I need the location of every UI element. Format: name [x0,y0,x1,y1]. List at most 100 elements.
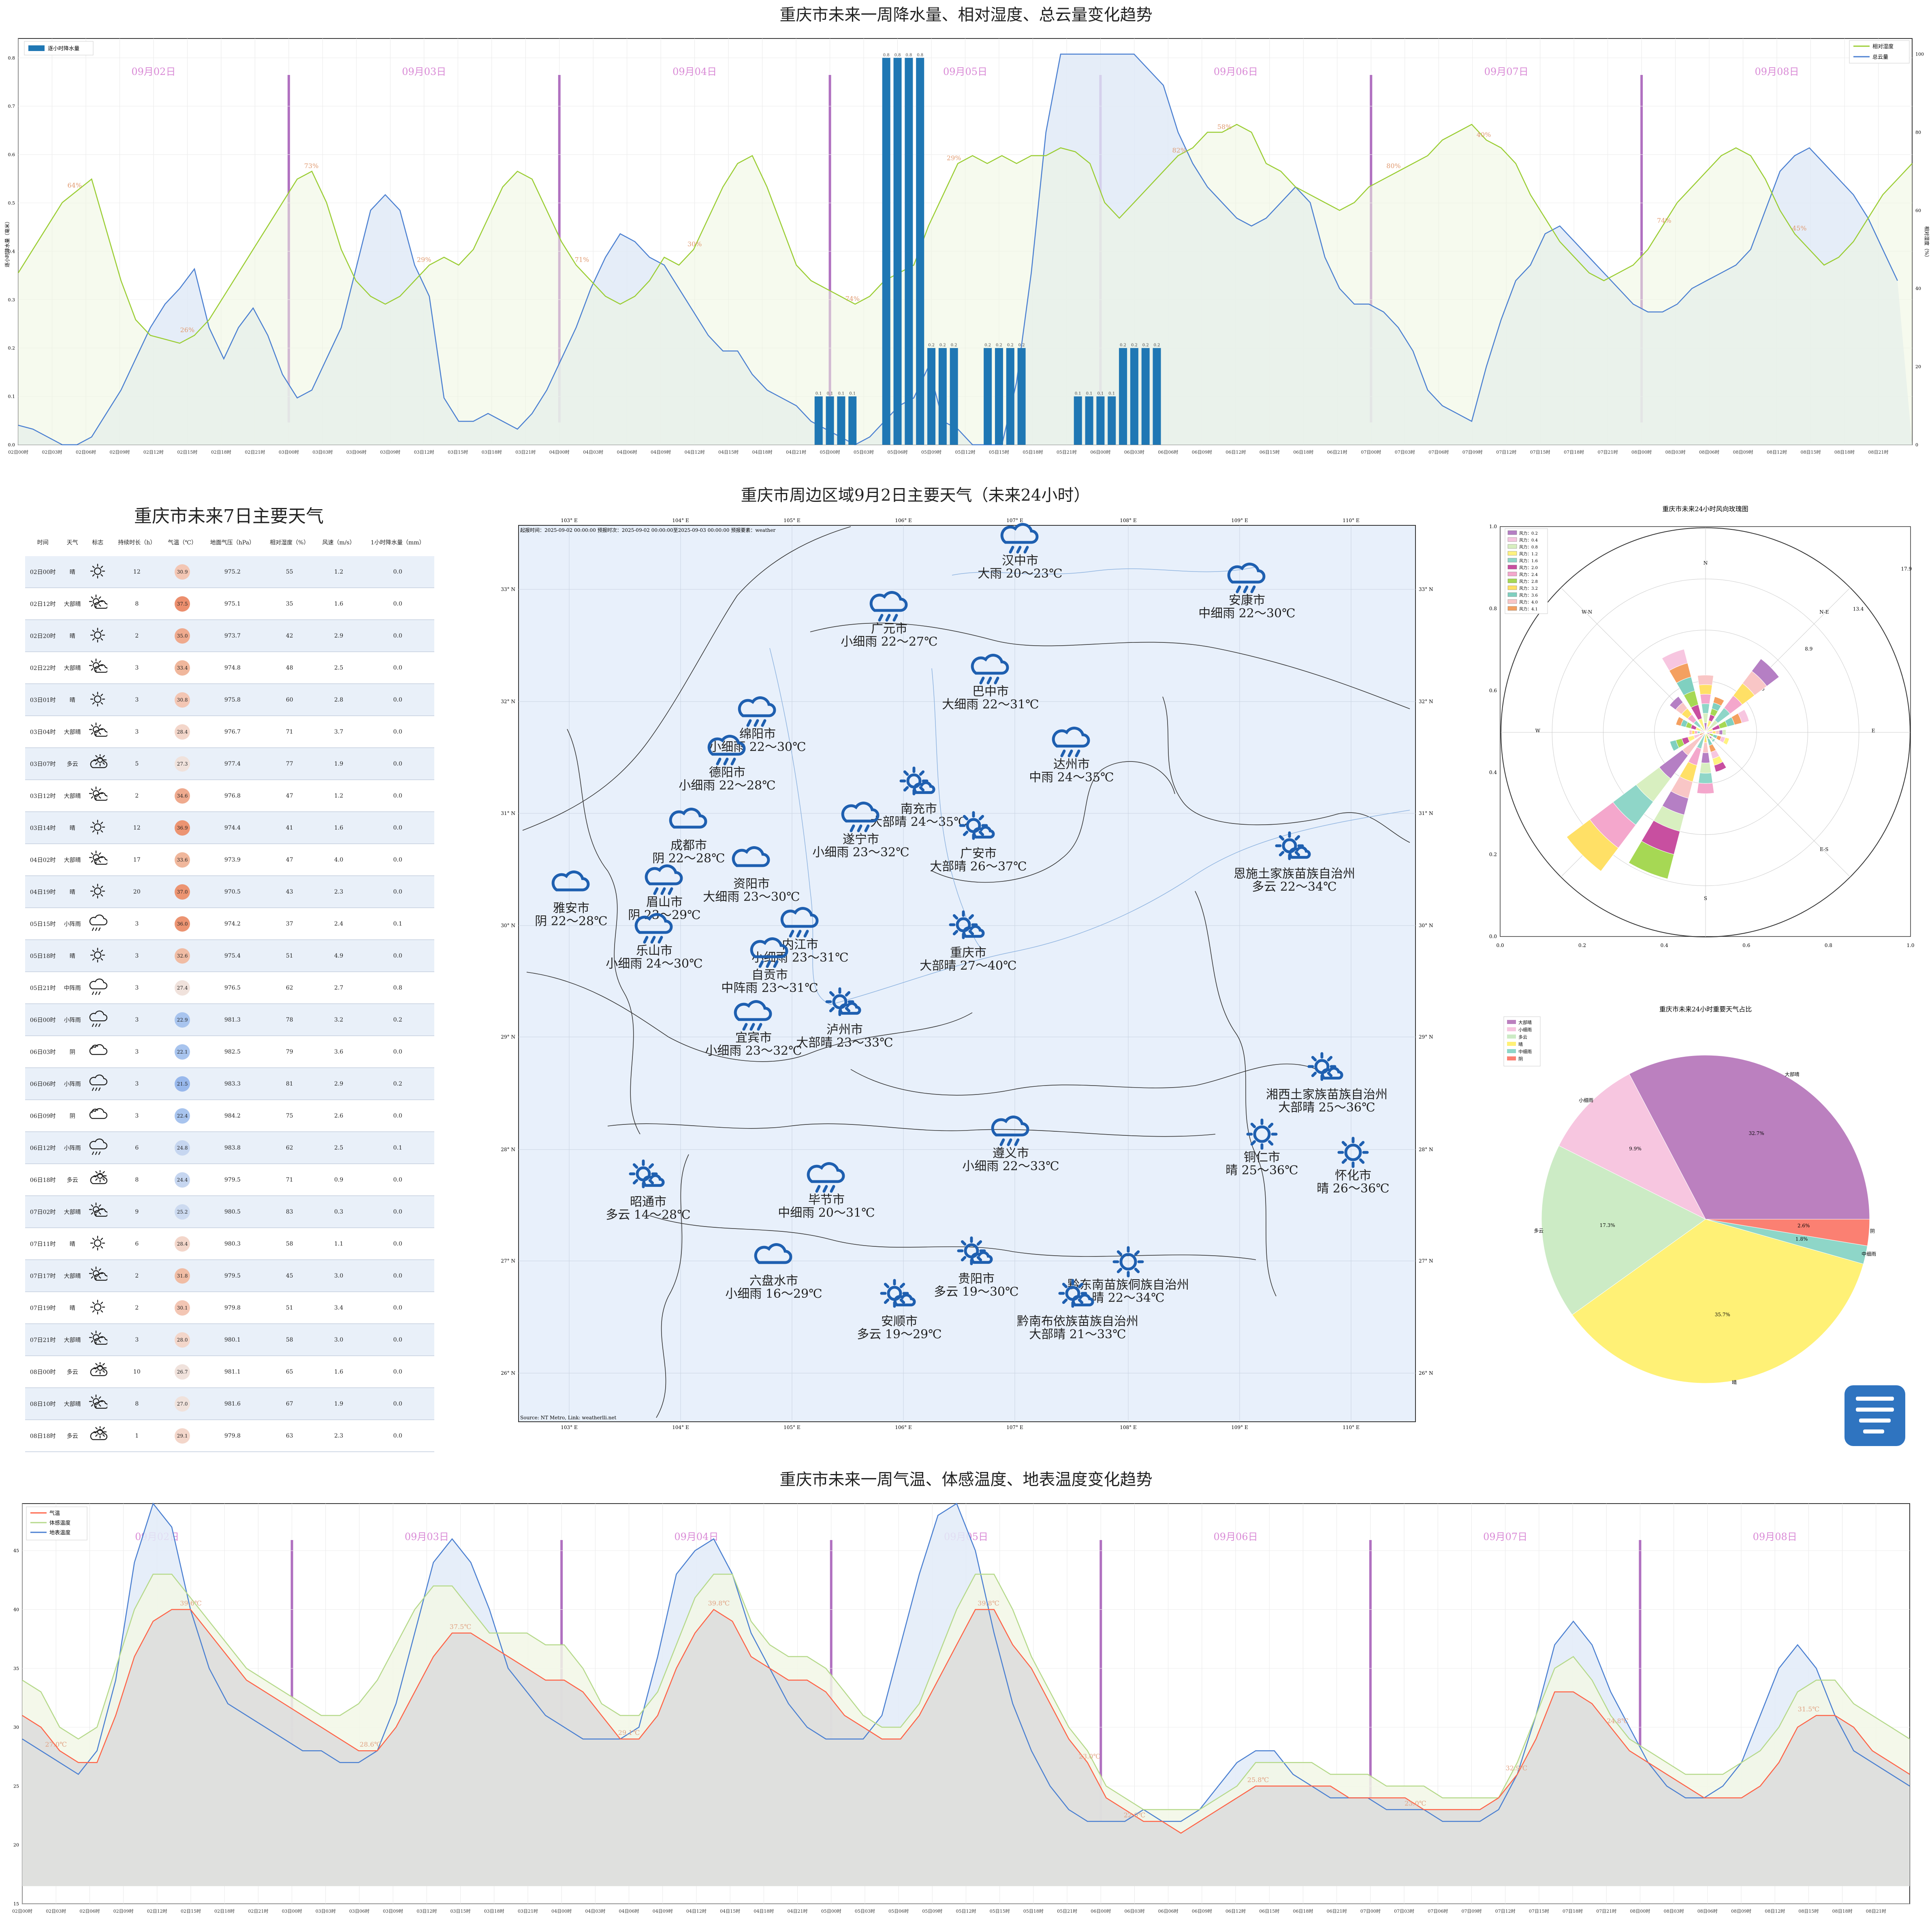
svg-text:多云: 多云 [1518,1034,1527,1040]
precip-xtick: 06日03时 [1124,450,1144,455]
table-cell: 05日21时 [25,972,61,1004]
table-cell: 3.7 [316,716,361,748]
table-cell: 2.3 [316,1420,361,1452]
rose-frame [1500,526,1911,937]
rain-icon [971,654,1009,685]
temperature-badge: 31.8 [175,1268,190,1284]
precip-bar-label: 0.8 [883,53,890,58]
map-city-forecast: 阴 22～28℃ [652,851,725,866]
precip-xtick: 03日18时 [482,450,502,455]
rose-wedge [1705,732,1710,735]
table-cell: 02日12时 [25,588,61,620]
map-city-forecast: 晴 25～36℃ [1225,1163,1298,1178]
temperature-badge: 30.1 [175,1300,190,1316]
precip-ytick-left: 0.4 [8,249,15,254]
map-city-forecast: 大部晴 25～36℃ [1278,1101,1375,1115]
temperature-cell: 36.9 [162,812,203,844]
sun-icon [1337,1137,1369,1168]
map-city-name: 泸州市 [826,1023,863,1037]
temperature-cell: 37.5 [162,588,203,620]
map-lat-label: 33° N [501,587,515,592]
rain-icon [634,913,673,944]
pie-slice-label: 小细雨 [1579,1098,1593,1103]
table-cell: 大部晴 [60,1260,84,1292]
rain-icon [734,1000,772,1031]
table-cell: 8 [111,1164,163,1196]
table-header-cell: 风速（m/s） [322,540,355,546]
table-cell: 0.0 [361,620,434,652]
precip-bar [938,348,947,445]
map-city-name: 成都市 [670,838,707,853]
map-lon-label: 104° E [672,518,689,523]
precip-xtick: 06日12时 [1225,450,1246,455]
table-cell: 07日19时 [25,1292,61,1324]
table-cell: 2.4 [316,908,361,940]
sun-icon [1246,1118,1278,1150]
map-lon-label: 109° E [1231,1425,1248,1430]
table-cell: 980.5 [202,1196,263,1228]
rain-icon [707,735,746,766]
table-cell: 0.0 [361,588,434,620]
precip-xtick: 05日12时 [955,450,976,455]
table-cell: 2 [111,1260,163,1292]
precip-xtick: 02日18时 [211,450,231,455]
rose-xtick: 0.2 [1578,943,1586,948]
table-cell: 981.1 [202,1356,263,1388]
svg-text:风力：2.8: 风力：2.8 [1519,579,1538,584]
table-cell: 0.9 [316,1164,361,1196]
map-city-name: 广安市 [960,847,997,861]
rose-wedge [1710,737,1714,741]
map-lon-label: 106° E [895,1425,912,1430]
rose-wedge [1669,740,1680,751]
temperature-cell: 27.0 [162,1388,203,1420]
rose-wedge [1733,683,1755,705]
rose-ring [1501,527,1911,937]
precip-bar [1085,396,1093,445]
temperature-badge: 21.5 [175,1076,190,1092]
precip-bar-label: 0.2 [984,343,991,348]
table-row: 04日19时晴 20 37.0 970.5 43 2.3 0.0 [25,876,434,908]
map-city-name: 恩施土家族苗族自治州 [1234,867,1355,881]
table-cell: 976.7 [202,716,263,748]
temperature-cell: 27.3 [162,748,203,780]
precip-xtick: 08日15时 [1801,450,1821,455]
table-cell: 1 [111,1420,163,1452]
table-cell: 08日10时 [25,1388,61,1420]
precip-day-label: 09月04日 [672,66,717,77]
rose-wedge [1718,721,1728,729]
map-city-forecast: 大细雨 23～30℃ [703,890,800,904]
precip-xtick: 05日15时 [989,450,1009,455]
map-source-text: Source: NT Metro, Link: weatherlli.net [520,1415,616,1421]
table-cell: 980.3 [202,1228,263,1260]
sun-icon [84,876,111,908]
rose-wedge [1612,784,1654,826]
map-city-name: 乐山市 [636,944,672,958]
table-row: 06日09时阴 3 22.4 984.2 75 2.6 0.0 [25,1100,434,1132]
svg-text:风力：2.0: 风力：2.0 [1519,565,1538,570]
humidity-value-label: 29% [417,256,431,263]
precip-xtick: 07日12时 [1496,450,1516,455]
precip-day-label: 09月05日 [943,66,987,77]
table-cell: 大部晴 [60,1324,84,1356]
map-city-forecast: 多云 19～29℃ [857,1327,941,1342]
rain-icon [645,864,683,895]
rose-direction-label: W-N [1582,609,1592,615]
rose-ring [1654,681,1757,784]
table-cell: 02日22时 [25,652,61,684]
table-cell: 06日06时 [25,1068,61,1100]
table-cell: 37 [263,908,316,940]
precip-bar-label: 0.2 [1018,343,1025,348]
precip-bar-label: 0.1 [815,392,822,396]
temperature-badge: 27.4 [175,980,190,996]
rose-wedge [1702,742,1709,753]
pie-slice-label: 多云 [1534,1228,1543,1233]
table-cell: 78 [263,1004,316,1036]
precip-xtick: 04日09时 [651,450,671,455]
rose-wedge [1705,732,1710,739]
table-cell: 81 [263,1068,316,1100]
